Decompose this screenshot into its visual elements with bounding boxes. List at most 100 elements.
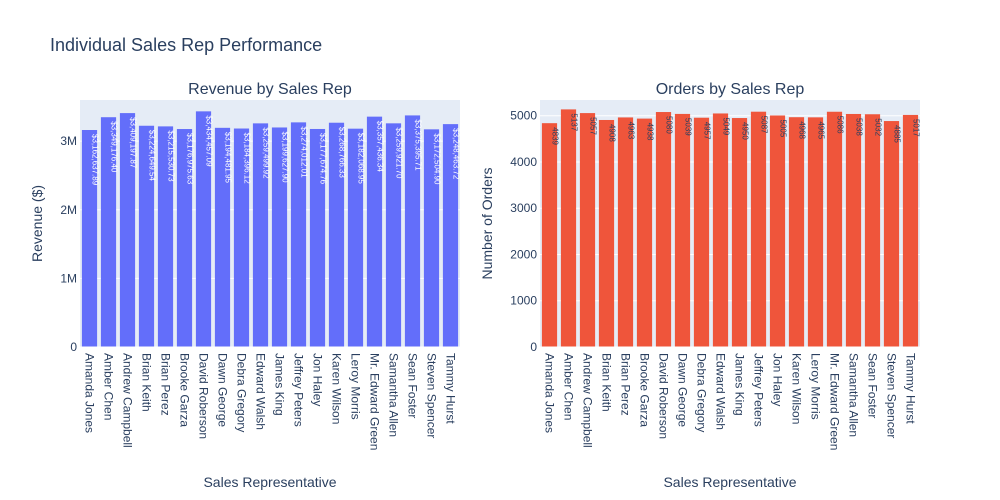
revenue-xtick-label: Amanda Jones: [83, 353, 97, 433]
orders-ytick-label: 3000: [510, 201, 537, 215]
orders-bar: [674, 113, 691, 347]
orders-bar-label: 5049: [722, 117, 731, 135]
orders-bar: [883, 121, 900, 347]
revenue-bar: [233, 128, 250, 347]
orders-bar-label: 4885: [893, 125, 902, 143]
revenue-xtick-label: Andrew Campbell: [121, 353, 135, 448]
orders-xtick-label: Sean Foster: [866, 353, 880, 418]
revenue-xtick-label: Leroy Morris: [349, 353, 363, 420]
orders-bar-label: 5005: [779, 119, 788, 137]
revenue-xaxis-title: Sales Representative: [203, 474, 336, 490]
revenue-bar: [385, 123, 402, 347]
revenue-bar: [214, 127, 231, 347]
orders-bar: [807, 117, 824, 347]
orders-bar-label: 4938: [646, 123, 655, 141]
revenue-bar: [119, 113, 136, 347]
orders-xtick-label: Steven Spencer: [885, 353, 899, 438]
revenue-xtick-label: Debra Gregory: [235, 353, 249, 432]
revenue-bar-label: $3,199,627.90: [281, 131, 290, 183]
revenue-bar-label: $3,259,921.70: [395, 127, 404, 179]
revenue-bar: [195, 111, 212, 347]
revenue-bar: [138, 125, 155, 348]
orders-bar-label: 5080: [665, 116, 674, 134]
orders-bar: [617, 117, 634, 347]
orders-bar: [826, 111, 843, 347]
revenue-bar-label: $3,194,481.95: [224, 132, 233, 184]
revenue-bar-label: $3,259,499.92: [262, 127, 271, 179]
orders-xtick-label: Amanda Jones: [543, 353, 557, 433]
orders-ytick-label: 4000: [510, 155, 537, 169]
orders-bar: [560, 109, 577, 347]
orders-bar: [636, 118, 653, 347]
orders-bar-label: 4950: [741, 122, 750, 140]
revenue-bar-label: $3,268,766.33: [338, 127, 347, 179]
orders-bar-label: 4968: [798, 121, 807, 139]
revenue-ytick-label: 0: [70, 340, 77, 354]
revenue-bar-label: $3,177,674.76: [319, 133, 328, 185]
revenue-subplot: 0 1M 2M 3M $3,162,637.89 Amanda Jones $3,349,1…: [29, 81, 461, 490]
revenue-bar-label: $3,176,975.63: [186, 133, 195, 185]
revenue-bar-label: $3,409,197.87: [129, 117, 138, 169]
orders-bar-label: 5038: [855, 118, 864, 136]
orders-bar: [731, 118, 748, 347]
revenue-bar-label: $3,349,176.40: [110, 121, 119, 173]
revenue-ytick-label: 1M: [60, 271, 77, 285]
orders-xtick-label: Jon Haley: [771, 353, 785, 406]
revenue-bar-label: $3,172,504.90: [433, 133, 442, 185]
orders-xtick-label: Edward Walsh: [714, 353, 728, 430]
revenue-bar-label: $3,375,395.71: [414, 119, 423, 171]
orders-bar: [598, 119, 615, 347]
revenue-bar-label: $3,182,068.95: [357, 133, 366, 185]
revenue-xtick-label: David Roberson: [197, 353, 211, 439]
revenue-bar-label: $3,184,396.12: [243, 133, 252, 185]
orders-ytick-label: 2000: [510, 247, 537, 261]
orders-bar: [541, 123, 558, 347]
orders-xtick-label: Samantha Allen: [847, 353, 861, 437]
revenue-bar-label: $3,357,436.34: [376, 121, 385, 173]
orders-xtick-label: Brian Keith: [600, 353, 614, 412]
orders-xtick-label: James King: [733, 353, 747, 416]
orders-bar-label: 5086: [836, 116, 845, 134]
revenue-bar: [328, 122, 345, 347]
revenue-xtick-label: Brooke Garza: [178, 353, 192, 427]
revenue-bar: [81, 130, 98, 347]
revenue-ytick-label: 2M: [60, 203, 77, 217]
revenue-bar: [442, 124, 459, 347]
orders-bar-label: 4839: [551, 127, 560, 145]
orders-bar: [693, 117, 710, 347]
orders-bar-label: 4957: [703, 122, 712, 140]
revenue-bar: [100, 117, 117, 347]
revenue-bar-label: $3,215,530.73: [167, 130, 176, 182]
revenue-xtick-label: Mr. Edward Green: [368, 353, 382, 450]
orders-xtick-label: Karen Wilson: [790, 353, 804, 424]
revenue-bar: [423, 129, 440, 347]
orders-ytick-label: 5000: [510, 109, 537, 123]
revenue-bar: [176, 129, 193, 347]
revenue-bar-label: $3,248,463.72: [452, 128, 461, 180]
orders-bar-label: 4963: [627, 121, 636, 139]
revenue-bar: [157, 126, 174, 347]
revenue-bar: [271, 127, 288, 348]
orders-xtick-label: Debra Gregory: [695, 353, 709, 432]
revenue-xtick-label: Steven Spencer: [425, 353, 439, 438]
orders-bar: [864, 114, 881, 347]
orders-ytick-label: 0: [530, 340, 537, 354]
orders-yaxis-title: Number of Orders: [479, 167, 495, 279]
orders-bar-label: 5137: [570, 113, 579, 131]
orders-bar: [579, 113, 596, 347]
revenue-xtick-label: Amber Chen: [102, 353, 116, 420]
orders-xtick-label: Tammy Hurst: [904, 353, 918, 424]
revenue-bar: [404, 115, 421, 348]
orders-xaxis-title: Sales Representative: [663, 474, 796, 490]
orders-bar: [902, 114, 919, 347]
revenue-ytick-label: 3M: [60, 134, 77, 148]
orders-xtick-label: Brian Perez: [619, 353, 633, 416]
revenue-xtick-label: Samantha Allen: [387, 353, 401, 437]
revenue-xtick-label: James King: [273, 353, 287, 416]
orders-xtick-label: Brooke Garza: [638, 353, 652, 427]
orders-plot-area: [540, 100, 920, 347]
orders-bar-label: 5039: [684, 118, 693, 136]
orders-bar: [845, 113, 862, 348]
